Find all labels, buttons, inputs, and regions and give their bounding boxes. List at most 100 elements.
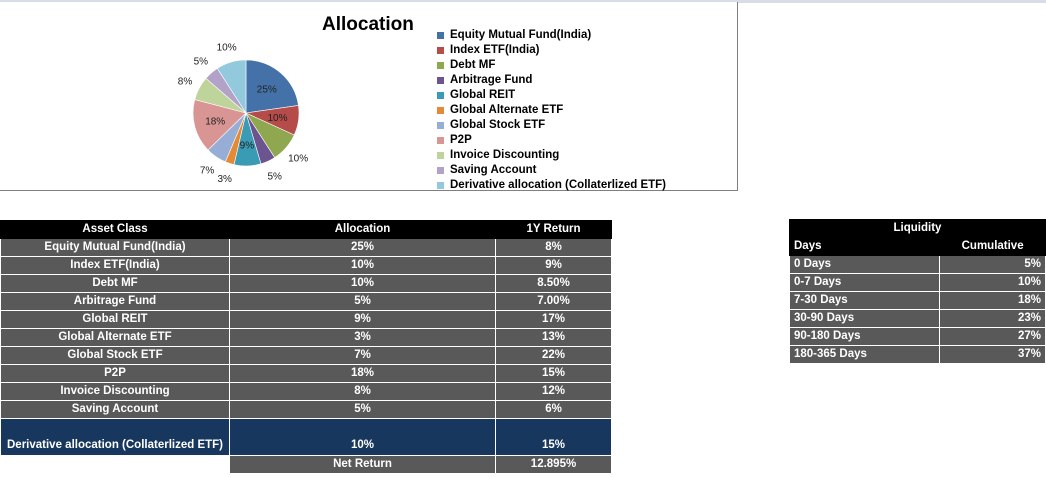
allocation-cell[interactable]: 9% xyxy=(229,310,496,329)
asset-cell[interactable]: Arbitrage Fund xyxy=(0,292,230,311)
table-row: Invoice Discounting 8% 12% xyxy=(0,382,612,401)
pie-slice[interactable] xyxy=(192,99,247,151)
legend-label: Global REIT xyxy=(450,89,516,101)
spreadsheet-gridline xyxy=(0,0,1046,3)
days-cell[interactable]: 180-365 Days xyxy=(788,345,941,364)
legend-swatch xyxy=(437,77,444,84)
table-row: 0-7 Days 10% xyxy=(788,273,1046,292)
legend-entry: Global Stock ETF xyxy=(437,118,666,133)
header-days[interactable]: Days xyxy=(788,237,941,256)
empty-cell[interactable] xyxy=(1,456,230,474)
cumulative-cell[interactable]: 37% xyxy=(939,345,1046,364)
header-1y-return[interactable]: 1Y Return xyxy=(495,220,612,239)
return-cell[interactable]: 6% xyxy=(495,400,612,419)
pie-slice-label: 10% xyxy=(288,154,308,165)
pie-chart: 25%10%10%5%9%3%7%18%8%5%10% xyxy=(178,42,308,185)
pie-slice-label: 9% xyxy=(240,140,255,151)
allocation-cell[interactable]: 10% xyxy=(229,274,496,293)
pie-slice-label: 3% xyxy=(217,174,232,185)
legend-swatch xyxy=(437,167,444,174)
table-row: 90-180 Days 27% xyxy=(788,327,1046,346)
pie-slice-label: 10% xyxy=(267,113,287,124)
chart-legend: Equity Mutual Fund(India) Index ETF(India… xyxy=(437,28,666,193)
return-cell[interactable]: 15% xyxy=(495,364,612,383)
header-cumulative[interactable]: Cumulative xyxy=(939,237,1046,256)
table-row: 30-90 Days 23% xyxy=(788,309,1046,328)
legend-entry: Arbitrage Fund xyxy=(437,73,666,88)
allocation-cell[interactable]: 25% xyxy=(229,238,496,257)
legend-label: Equity Mutual Fund(India) xyxy=(450,29,592,41)
table-row: Debt MF 10% 8.50% xyxy=(0,274,612,293)
return-cell[interactable]: 9% xyxy=(495,256,612,275)
return-cell[interactable]: 15% xyxy=(495,418,612,456)
legend-swatch xyxy=(437,182,444,189)
legend-label: Derivative allocation (Collaterlized ETF… xyxy=(450,179,666,191)
allocation-cell[interactable]: 3% xyxy=(229,328,496,347)
pie-slice-label: 7% xyxy=(200,166,215,177)
table-row: Global Stock ETF 7% 22% xyxy=(0,346,612,365)
legend-swatch xyxy=(437,152,444,159)
allocation-cell[interactable]: 10% xyxy=(229,418,496,456)
return-cell[interactable]: 8.50% xyxy=(495,274,612,293)
pie-slice[interactable] xyxy=(245,59,299,114)
legend-swatch xyxy=(437,137,444,144)
liquidity-title[interactable]: Liquidity xyxy=(789,219,1046,238)
return-cell[interactable]: 17% xyxy=(495,310,612,329)
allocation-cell[interactable]: 10% xyxy=(229,256,496,275)
cumulative-cell[interactable]: 10% xyxy=(939,273,1046,292)
asset-cell[interactable]: Invoice Discounting xyxy=(0,382,230,401)
legend-label: Invoice Discounting xyxy=(450,149,560,161)
asset-cell[interactable]: P2P xyxy=(0,364,230,383)
table-row: P2P 18% 15% xyxy=(0,364,612,383)
asset-cell[interactable]: Equity Mutual Fund(India) xyxy=(0,238,230,257)
legend-label: Index ETF(India) xyxy=(450,44,540,56)
header-asset-class[interactable]: Asset Class xyxy=(0,220,230,239)
return-cell[interactable]: 22% xyxy=(495,346,612,365)
return-cell[interactable]: 8% xyxy=(495,238,612,257)
legend-label: P2P xyxy=(450,134,472,146)
legend-entry: Invoice Discounting xyxy=(437,148,666,163)
pie-slice-label: 8% xyxy=(178,76,193,87)
allocation-cell[interactable]: 5% xyxy=(229,400,496,419)
cumulative-cell[interactable]: 5% xyxy=(939,255,1046,274)
return-cell[interactable]: 13% xyxy=(495,328,612,347)
header-allocation[interactable]: Allocation xyxy=(229,220,496,239)
asset-cell[interactable]: Global Alternate ETF xyxy=(0,328,230,347)
cumulative-cell[interactable]: 18% xyxy=(939,291,1046,310)
allocation-cell[interactable]: 18% xyxy=(229,364,496,383)
days-cell[interactable]: 0-7 Days xyxy=(788,273,941,292)
legend-entry: Global REIT xyxy=(437,88,666,103)
asset-cell[interactable]: Global REIT xyxy=(0,310,230,329)
allocation-cell[interactable]: 7% xyxy=(229,346,496,365)
days-cell[interactable]: 0 Days xyxy=(788,255,941,274)
pie-slice-label: 5% xyxy=(267,171,282,182)
asset-cell[interactable]: Saving Account xyxy=(0,400,230,419)
table-row: 180-365 Days 37% xyxy=(788,345,1046,364)
allocation-chart[interactable]: Allocation 25% 10% 10% 5% 9% 3% 7% 18% 8% 5% 10% E… xyxy=(0,2,738,191)
net-return-value[interactable]: 12.895% xyxy=(495,455,612,474)
pie-slice-label: 25% xyxy=(257,85,277,96)
days-cell[interactable]: 7-30 Days xyxy=(788,291,941,310)
table-row: 0 Days 5% xyxy=(788,255,1046,274)
asset-cell[interactable]: Global Stock ETF xyxy=(0,346,230,365)
legend-entry: Debt MF xyxy=(437,58,666,73)
pie-slice[interactable] xyxy=(216,59,247,115)
cumulative-cell[interactable]: 23% xyxy=(939,309,1046,328)
return-cell[interactable]: 7.00% xyxy=(495,292,612,311)
cumulative-cell[interactable]: 27% xyxy=(939,327,1046,346)
legend-entry: Global Alternate ETF xyxy=(437,103,666,118)
pie-slice-label: 5% xyxy=(194,56,209,67)
return-cell[interactable]: 12% xyxy=(495,382,612,401)
legend-label: Arbitrage Fund xyxy=(450,74,533,86)
days-cell[interactable]: 90-180 Days xyxy=(788,327,941,346)
asset-cell[interactable]: Derivative allocation (Collaterlized ETF… xyxy=(0,418,230,456)
allocation-cell[interactable]: 5% xyxy=(229,292,496,311)
asset-cell[interactable]: Index ETF(India) xyxy=(0,256,230,275)
net-return-label[interactable]: Net Return xyxy=(229,455,496,474)
liquidity-title-row: Liquidity xyxy=(789,219,1046,238)
legend-swatch xyxy=(437,92,444,99)
days-cell[interactable]: 30-90 Days xyxy=(788,309,941,328)
legend-label: Global Stock ETF xyxy=(450,119,546,131)
asset-cell[interactable]: Debt MF xyxy=(0,274,230,293)
allocation-cell[interactable]: 8% xyxy=(229,382,496,401)
